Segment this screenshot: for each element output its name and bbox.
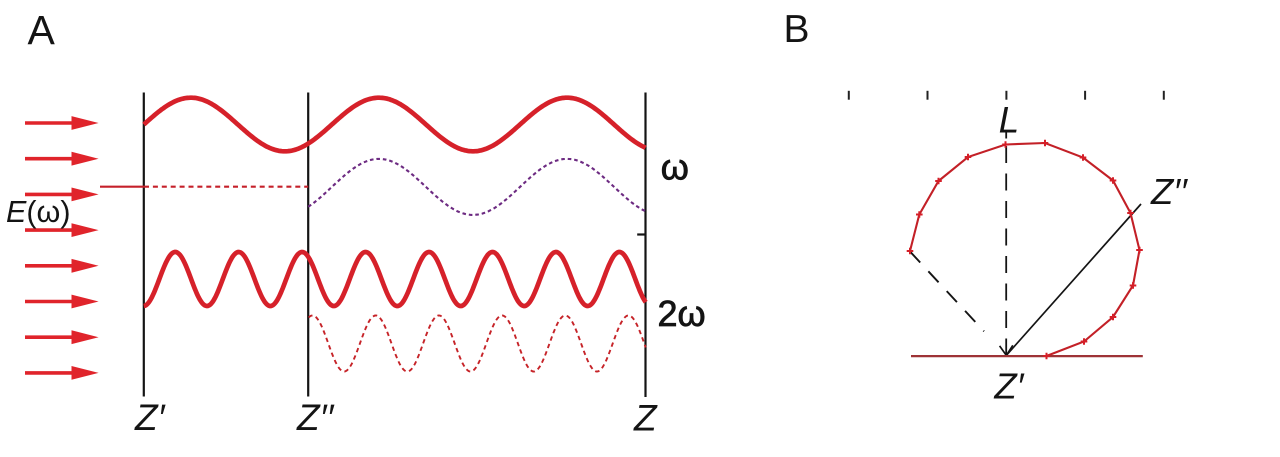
svg-text:Z: Z (633, 398, 658, 439)
svg-text:ω: ω (661, 146, 689, 187)
svg-text:2ω: 2ω (658, 293, 706, 334)
svg-text:Z′: Z′ (134, 397, 166, 438)
svg-text:B: B (784, 8, 810, 51)
svg-text:Z′′: Z′′ (1150, 171, 1188, 212)
svg-text:E(ω): E(ω) (6, 195, 70, 229)
svg-text:L: L (999, 99, 1020, 140)
svg-text:Z′′: Z′′ (296, 397, 335, 438)
svg-text:A: A (28, 7, 56, 53)
svg-text:Z′: Z′ (993, 365, 1024, 406)
